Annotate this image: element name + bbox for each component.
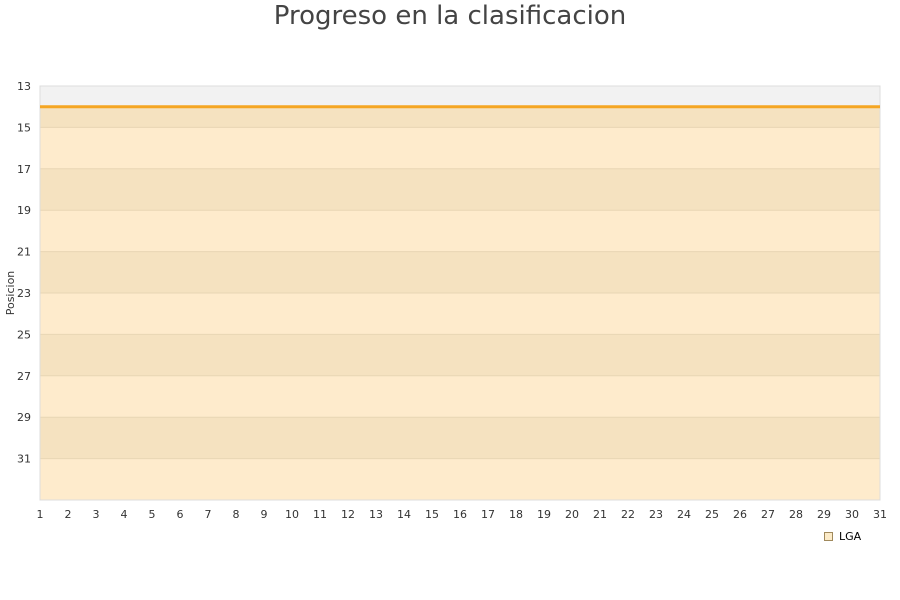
- x-tick-label: 27: [761, 508, 775, 521]
- x-tick-label: 22: [621, 508, 635, 521]
- x-tick-label: 13: [369, 508, 383, 521]
- plot-band: [40, 293, 880, 335]
- x-tick-label: 6: [177, 508, 184, 521]
- plot-band: [40, 210, 880, 252]
- x-tick-label: 19: [537, 508, 551, 521]
- x-tick-label: 23: [649, 508, 663, 521]
- plot-band: [40, 127, 880, 169]
- legend: LGA: [824, 530, 861, 543]
- x-tick-label: 26: [733, 508, 747, 521]
- chart-title: Progreso en la clasificacion: [273, 1, 627, 31]
- x-tick-label: 2: [65, 508, 72, 521]
- plot-band: [40, 168, 880, 211]
- x-tick-label: 4: [121, 508, 128, 521]
- x-tick-label: 24: [677, 508, 691, 521]
- plot-band: [40, 334, 880, 376]
- x-tick-label: 11: [313, 508, 327, 521]
- y-tick-label: 23: [17, 287, 31, 300]
- x-tick-label: 28: [789, 508, 803, 521]
- plot-border: [39, 85, 881, 501]
- plot-band: [40, 86, 880, 107]
- x-tick-label: 12: [341, 508, 355, 521]
- y-tick-label: 21: [17, 246, 31, 259]
- plot-band: [40, 417, 880, 459]
- x-tick-label: 5: [149, 508, 156, 521]
- x-tick-label: 20: [565, 508, 579, 521]
- x-tick-label: 25: [705, 508, 719, 521]
- y-tick-label: 27: [17, 370, 31, 383]
- legend-label[interactable]: LGA: [839, 530, 862, 543]
- x-tick-label: 9: [261, 508, 268, 521]
- y-tick-label: 31: [17, 453, 31, 466]
- x-tick-label: 3: [93, 508, 100, 521]
- plot-band: [40, 375, 880, 418]
- x-tick-label: 31: [873, 508, 887, 521]
- x-tick-label: 17: [481, 508, 495, 521]
- x-tick-label: 16: [453, 508, 467, 521]
- legend-swatch: [824, 532, 833, 541]
- y-tick-label: 15: [17, 121, 31, 134]
- plot-band: [40, 458, 880, 500]
- y-axis-label: Posicion: [4, 271, 17, 316]
- y-tick-label: 17: [17, 163, 31, 176]
- y-tick-label: 13: [17, 80, 31, 93]
- y-tick-label: 19: [17, 204, 31, 217]
- x-tick-label: 7: [205, 508, 212, 521]
- x-tick-label: 29: [817, 508, 831, 521]
- y-tick-label: 25: [17, 328, 31, 341]
- x-tick-label: 8: [233, 508, 240, 521]
- x-tick-label: 10: [285, 508, 299, 521]
- plot-band: [40, 251, 880, 293]
- x-tick-label: 15: [425, 508, 439, 521]
- x-tick-label: 14: [397, 508, 411, 521]
- plot-band: [40, 106, 880, 128]
- x-tick-label: 21: [593, 508, 607, 521]
- x-tick-label: 30: [845, 508, 859, 521]
- x-tick-label: 18: [509, 508, 523, 521]
- x-tick-label: 1: [37, 508, 44, 521]
- y-tick-label: 29: [17, 411, 31, 424]
